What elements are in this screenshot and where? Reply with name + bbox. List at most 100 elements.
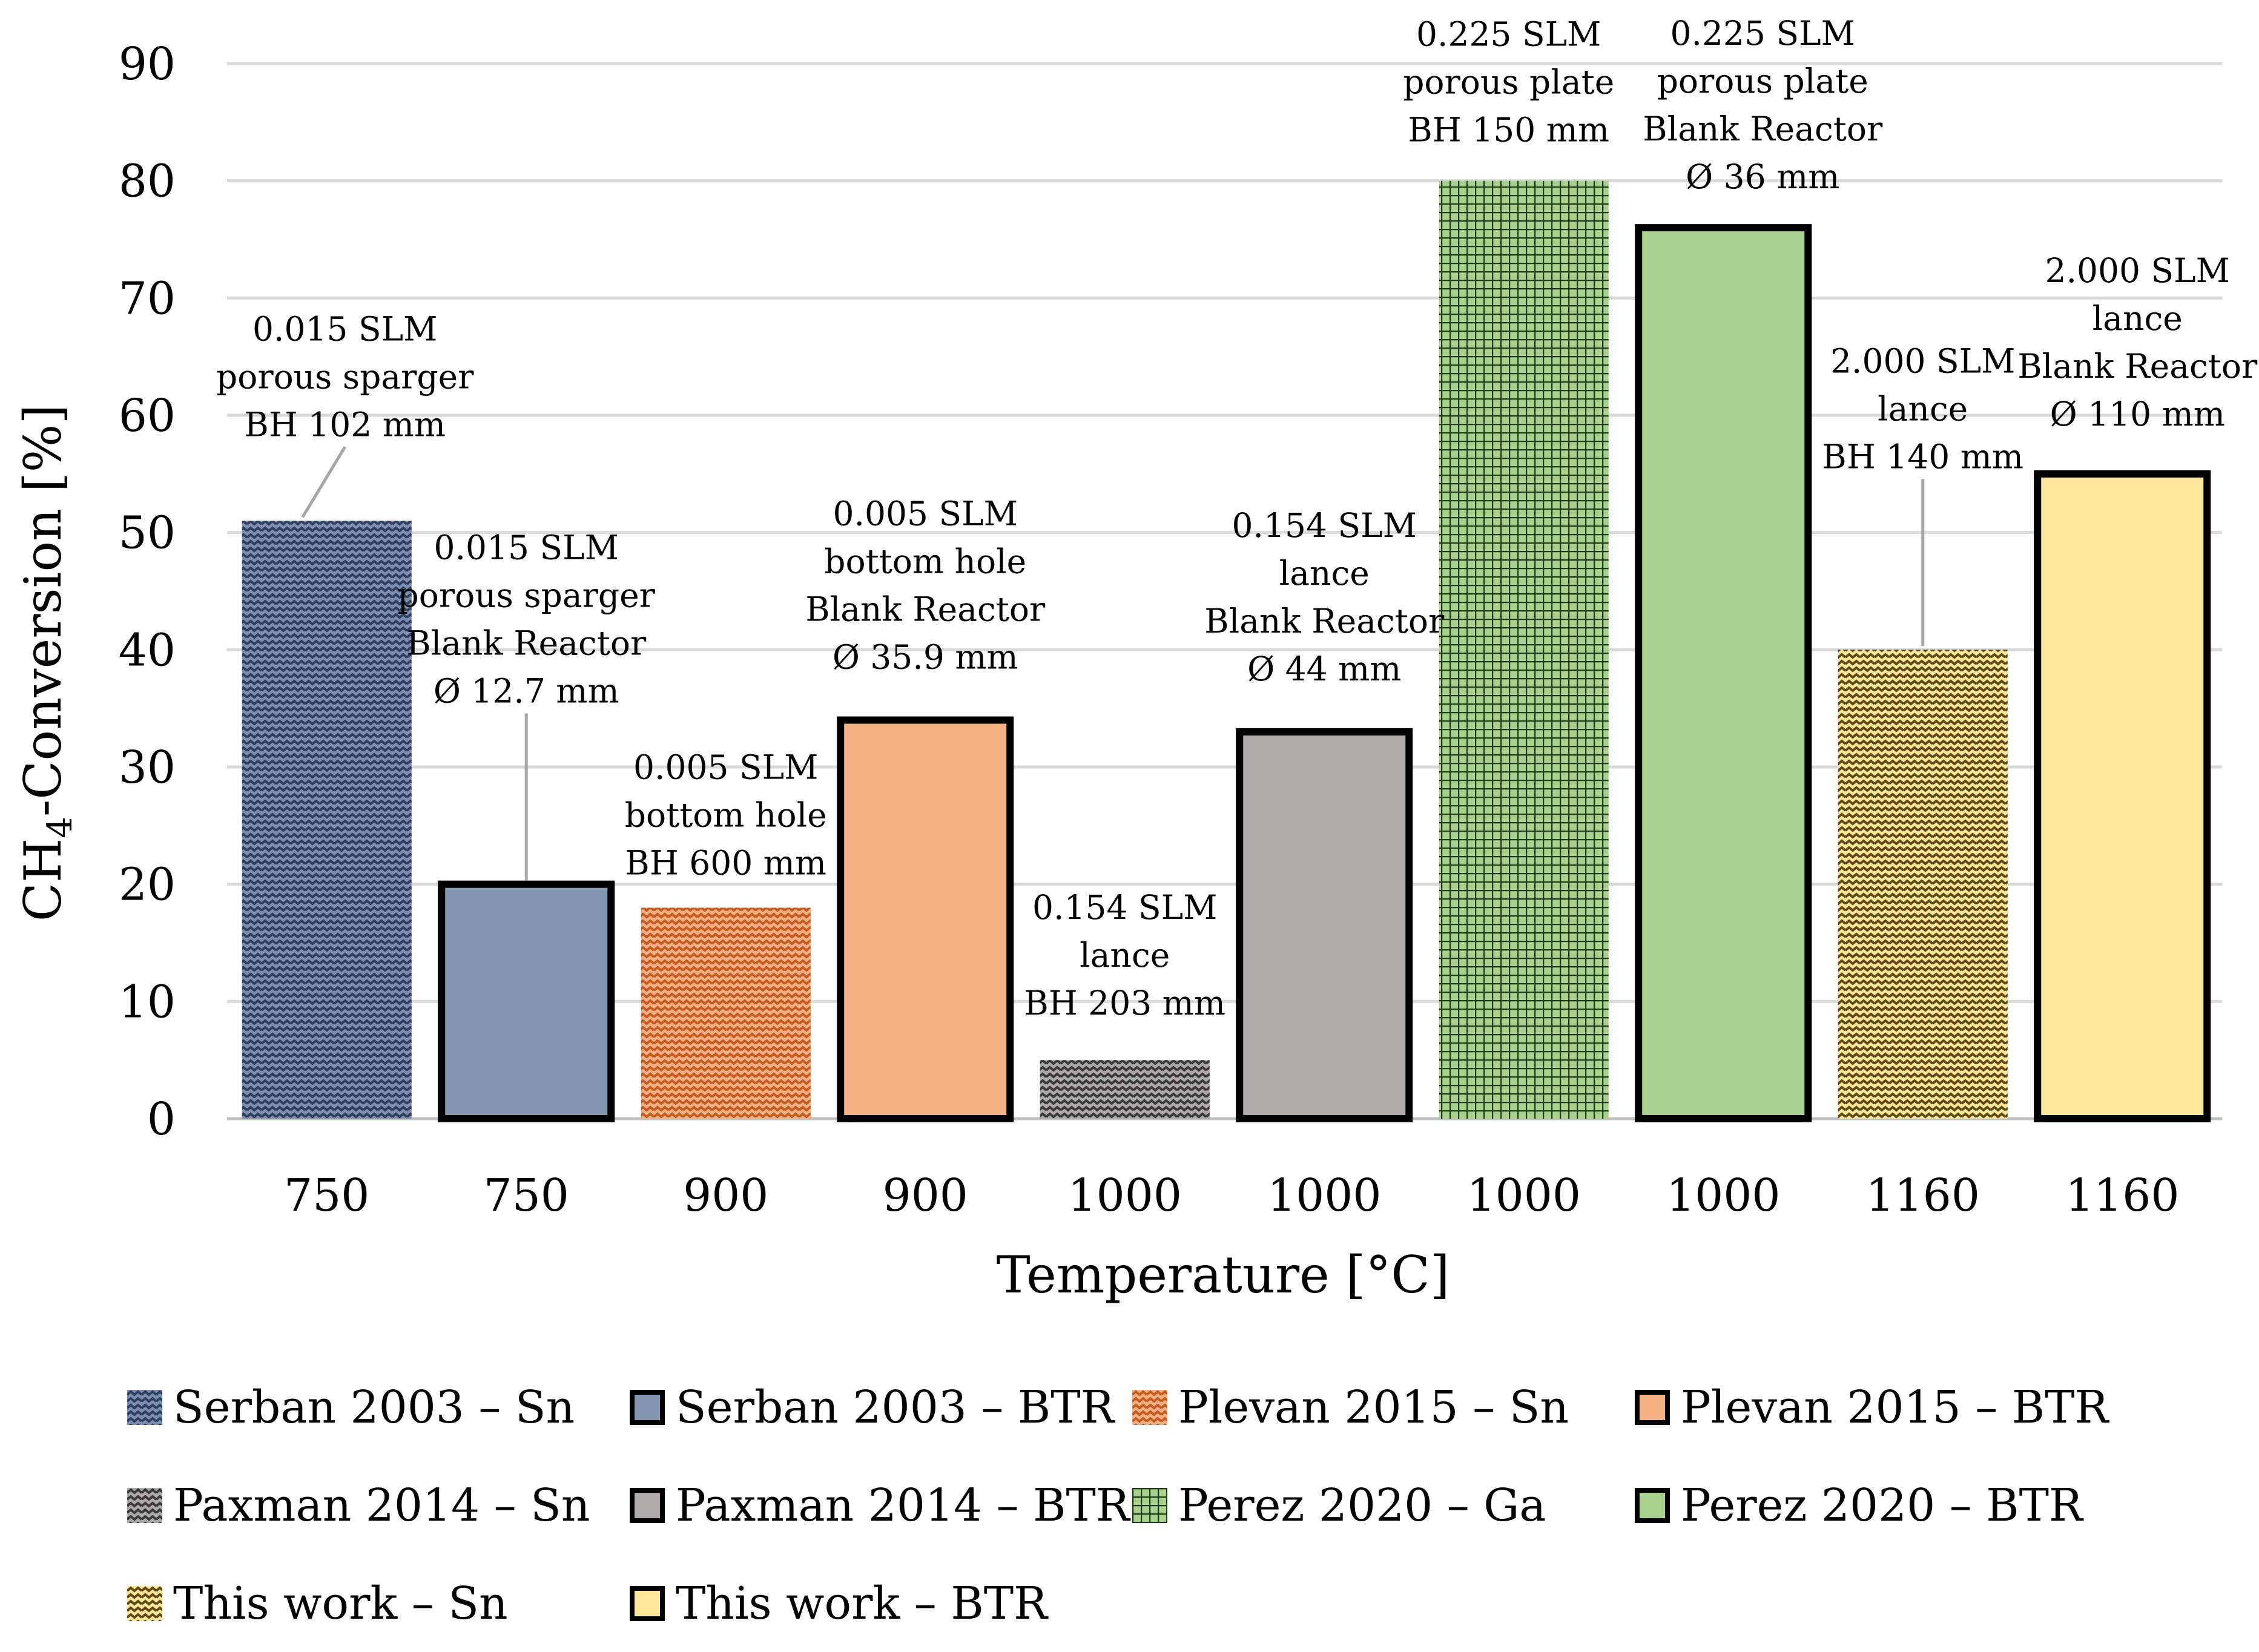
- legend-item: Serban 2003 – Sn: [127, 1374, 575, 1441]
- legend-swatch: [127, 1488, 162, 1523]
- legend-label: Serban 2003 – BTR: [676, 1381, 1115, 1433]
- bar-annotation-line: 0.225 SLM: [1416, 15, 1601, 54]
- bar-annotation-line: porous sparger: [216, 357, 474, 396]
- legend-label: This work – Sn: [173, 1578, 508, 1630]
- y-tick-label: 50: [119, 507, 176, 559]
- bar-annotations: 0.015 SLM porous sparger BH 102 mm 0.015 SL…: [216, 14, 2258, 1022]
- bar-annotation-line: lance: [1080, 936, 1170, 975]
- bar-annotation-line: bottom hole: [824, 542, 1026, 581]
- legend-item: Paxman 2014 – Sn: [127, 1472, 590, 1539]
- x-tick-label: 900: [683, 1170, 768, 1222]
- x-axis-ticks: 750 750 900 900 1000 1000 1000 1000 1160 1160: [284, 1170, 2179, 1222]
- x-tick-label: 750: [484, 1170, 569, 1222]
- legend-swatch: [630, 1488, 665, 1523]
- bar-annotation-line: 0.015 SLM: [252, 309, 437, 348]
- y-axis-ticks: 0 10 20 30 40 50 60 70 80 90: [119, 38, 176, 1145]
- legend-label: Paxman 2014 – Sn: [173, 1479, 590, 1532]
- bar-annotation-line: lance: [1279, 554, 1370, 593]
- legend-swatch-shape: [1132, 1488, 1167, 1523]
- bar-annotation-line: porous plate: [1657, 62, 1868, 100]
- bar-annotation-line: 0.154 SLM: [1032, 888, 1217, 927]
- bar-annotation-line: 0.015 SLM: [434, 528, 619, 567]
- bar-annotation-line: BH 600 mm: [625, 843, 826, 882]
- legend-swatch: [127, 1586, 162, 1621]
- bar-annotation-line: Blank Reactor: [1643, 110, 1883, 148]
- bar-annotation-line: BH 203 mm: [1024, 984, 1225, 1022]
- bar-annotation-line: lance: [2092, 299, 2183, 338]
- y-axis-title-subscript: 4: [41, 817, 80, 838]
- y-tick-label: 40: [119, 624, 176, 676]
- bar-1: [242, 521, 412, 1119]
- y-axis-title-main: CH: [13, 838, 73, 922]
- x-tick-label: 1000: [1666, 1170, 1780, 1222]
- legend-label: Serban 2003 – Sn: [173, 1381, 575, 1433]
- legend-label: Perez 2020 – BTR: [1681, 1479, 2083, 1532]
- legend-swatch: [1132, 1488, 1167, 1523]
- bar-annotation-line: lance: [1878, 389, 1968, 428]
- bar-annotation-line: 0.225 SLM: [1670, 14, 1855, 53]
- legend-swatch-shape: [630, 1488, 665, 1523]
- bar-4: [837, 716, 1014, 1122]
- legend-swatch-shape: [127, 1390, 162, 1425]
- legend-swatch-shape: [630, 1390, 665, 1425]
- bar-annotation-line: Ø 44 mm: [1247, 650, 1401, 688]
- legend-swatch: [1635, 1488, 1670, 1523]
- legend-swatch-shape: [127, 1586, 162, 1621]
- legend-swatch: [630, 1586, 665, 1621]
- legend-label: Plevan 2015 – Sn: [1178, 1381, 1569, 1433]
- legend-swatch-shape: [1635, 1488, 1670, 1523]
- y-tick-label: 30: [119, 742, 176, 794]
- bar-7: [1439, 180, 1609, 1119]
- y-tick-label: 0: [147, 1093, 176, 1145]
- legend-item: This work – BTR: [630, 1570, 1047, 1637]
- legend-swatch: [1635, 1390, 1670, 1425]
- y-tick-label: 90: [119, 38, 176, 90]
- x-tick-label: 750: [284, 1170, 369, 1222]
- bar-5: [1040, 1060, 1210, 1119]
- bar-annotation-line: BH 102 mm: [244, 405, 446, 444]
- y-tick-label: 60: [119, 390, 176, 442]
- bar-annotation-line: BH 140 mm: [1822, 437, 2023, 476]
- annotation-leader-line: [301, 446, 346, 518]
- bar-annotation-line: 2.000 SLM: [2045, 251, 2230, 290]
- bar-annotation-line: Ø 35.9 mm: [833, 638, 1018, 677]
- bar-annotation-line: Blank Reactor: [2017, 347, 2258, 386]
- x-tick-label: 1160: [2065, 1170, 2179, 1222]
- bar-annotation-line: Blank Reactor: [805, 590, 1046, 629]
- x-tick-label: 1000: [1267, 1170, 1381, 1222]
- legend-swatch: [127, 1390, 162, 1425]
- x-tick-label: 1000: [1068, 1170, 1182, 1222]
- x-axis-title: Temperature [°C]: [997, 1245, 1450, 1305]
- bar-annotation-line: Ø 110 mm: [2050, 395, 2225, 433]
- bar-annotation-line: bottom hole: [625, 795, 827, 834]
- legend-swatch-shape: [1132, 1390, 1167, 1425]
- bar-annotation-line: 2.000 SLM: [1830, 341, 2015, 380]
- legend-swatch-shape: [127, 1488, 162, 1523]
- legend-item: Plevan 2015 – Sn: [1132, 1374, 1569, 1441]
- legend-swatch-shape: [1635, 1390, 1670, 1425]
- y-tick-label: 70: [119, 272, 176, 324]
- bar-annotation-line: Blank Reactor: [1204, 602, 1445, 640]
- bar-annotation-line: porous sparger: [398, 576, 656, 615]
- legend-item: Plevan 2015 – BTR: [1635, 1374, 2108, 1441]
- bar-6: [1236, 728, 1413, 1122]
- y-tick-label: 80: [119, 156, 176, 208]
- legend-label: Perez 2020 – Ga: [1178, 1479, 1546, 1532]
- x-tick-label: 1160: [1866, 1170, 1980, 1222]
- legend-swatch: [1132, 1390, 1167, 1425]
- x-tick-label: 1000: [1467, 1170, 1581, 1222]
- x-tick-label: 900: [883, 1170, 968, 1222]
- legend-item: Perez 2020 – BTR: [1635, 1472, 2083, 1539]
- bar-2: [438, 880, 615, 1122]
- legend-swatch: [630, 1390, 665, 1425]
- legend-label: Paxman 2014 – BTR: [676, 1479, 1130, 1532]
- legend-label: This work – BTR: [676, 1578, 1047, 1630]
- bar-annotation-line: 0.154 SLM: [1232, 506, 1417, 545]
- bar-8: [1635, 224, 1812, 1123]
- bar-annotation-line: 0.005 SLM: [833, 495, 1018, 533]
- bar-3: [641, 907, 811, 1119]
- bar-10: [2034, 470, 2211, 1122]
- bar-annotation-line: Ø 12.7 mm: [434, 672, 619, 711]
- annotation-leaders: [301, 446, 1925, 881]
